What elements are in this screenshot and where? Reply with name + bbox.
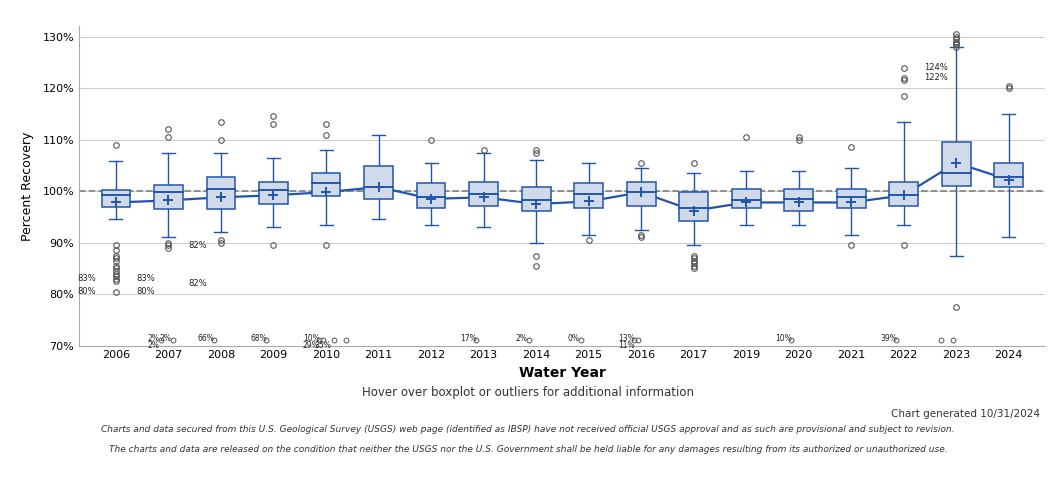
Text: Charts and data secured from this U.S. Geological Survey (USGS) web page (identi: Charts and data secured from this U.S. G… xyxy=(101,425,955,434)
Text: 35%: 35% xyxy=(315,341,332,350)
Text: 39%: 39% xyxy=(881,334,898,343)
Text: 80%: 80% xyxy=(136,287,154,296)
Bar xyxy=(889,182,918,205)
Text: 82%: 82% xyxy=(188,279,207,288)
Text: 68%: 68% xyxy=(250,334,267,343)
Text: 2%: 2% xyxy=(515,334,527,343)
Bar xyxy=(836,189,866,208)
Bar xyxy=(312,173,340,196)
Bar xyxy=(785,189,813,211)
Text: 122%: 122% xyxy=(924,73,947,83)
Bar xyxy=(522,187,550,211)
Bar xyxy=(942,142,970,186)
Text: 10%: 10% xyxy=(775,334,792,343)
Text: 0%: 0% xyxy=(568,334,580,343)
Text: Chart generated 10/31/2024: Chart generated 10/31/2024 xyxy=(891,409,1040,419)
Text: 66%: 66% xyxy=(197,334,214,343)
Text: 2%: 2% xyxy=(148,341,159,350)
Text: Hover over boxplot or outliers for additional information: Hover over boxplot or outliers for addit… xyxy=(362,386,694,399)
Bar xyxy=(626,182,656,205)
Text: 83%: 83% xyxy=(136,274,154,283)
Text: 80%: 80% xyxy=(77,287,96,296)
Bar xyxy=(574,183,603,208)
Text: The charts and data are released on the condition that neither the USGS nor the : The charts and data are released on the … xyxy=(109,445,947,455)
Text: 83%: 83% xyxy=(77,274,96,283)
Text: 2%: 2% xyxy=(159,334,171,343)
Text: 82%: 82% xyxy=(188,240,207,250)
Text: 17%: 17% xyxy=(460,334,477,343)
Bar xyxy=(154,185,183,209)
Bar xyxy=(469,182,498,205)
X-axis label: Water Year: Water Year xyxy=(518,366,606,380)
Text: 13%: 13% xyxy=(618,334,635,343)
Text: 2%: 2% xyxy=(148,334,159,343)
Bar xyxy=(364,167,393,199)
Bar xyxy=(101,190,130,206)
Y-axis label: Percent Recovery: Percent Recovery xyxy=(21,132,34,240)
Text: 10%: 10% xyxy=(303,334,320,343)
Bar xyxy=(995,163,1023,187)
Text: 11%: 11% xyxy=(618,341,635,350)
Bar xyxy=(417,183,446,208)
Bar xyxy=(679,192,708,221)
Text: 29%: 29% xyxy=(303,341,320,350)
Bar xyxy=(259,182,288,204)
Text: 124%: 124% xyxy=(924,63,947,72)
Bar xyxy=(732,189,760,208)
Bar xyxy=(207,177,235,209)
